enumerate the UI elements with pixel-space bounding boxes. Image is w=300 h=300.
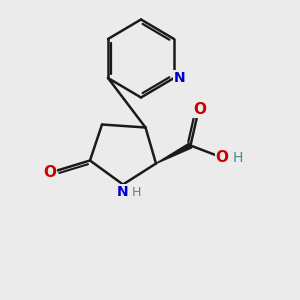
Text: N: N [117,185,129,199]
Text: H: H [232,151,243,164]
Text: N: N [174,71,185,85]
Text: O: O [44,165,57,180]
Polygon shape [156,143,192,164]
Text: O: O [193,102,206,117]
Text: O: O [215,150,229,165]
Text: H: H [132,185,141,199]
